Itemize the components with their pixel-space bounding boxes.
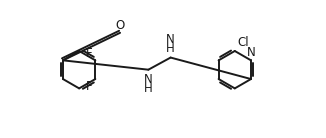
Text: Cl: Cl — [237, 36, 249, 49]
Text: F: F — [86, 80, 93, 93]
Text: F: F — [86, 47, 93, 60]
Text: N: N — [144, 73, 153, 86]
Text: O: O — [115, 19, 125, 32]
Text: H: H — [144, 82, 153, 95]
Text: N: N — [246, 46, 255, 59]
Text: H: H — [166, 42, 175, 55]
Text: N: N — [166, 33, 175, 46]
